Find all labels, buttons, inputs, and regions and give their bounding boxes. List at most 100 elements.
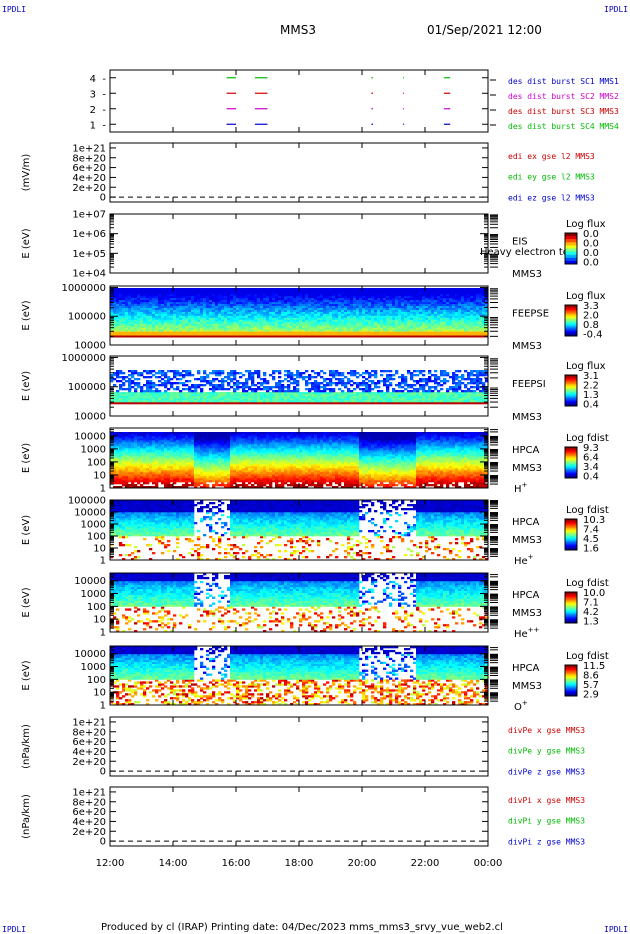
spectrogram-cell	[173, 327, 176, 329]
spectrogram-cell	[329, 394, 332, 396]
spectrogram-cell	[365, 390, 368, 392]
spectrogram-cell	[296, 310, 299, 312]
spectrogram-cell	[167, 304, 170, 306]
spectrogram-cell	[212, 306, 215, 308]
spectrogram-cell	[251, 402, 254, 404]
spectrogram-cell	[377, 304, 380, 306]
spectrogram-cell	[431, 294, 434, 296]
spectrogram-cell	[386, 306, 389, 308]
spectrogram-cell	[119, 306, 122, 308]
spectrogram-cell	[407, 372, 410, 374]
spectrogram-cell	[452, 318, 455, 320]
spectrogram-cell	[224, 312, 227, 314]
spectrogram-cell	[239, 327, 242, 329]
spectrogram-cell	[320, 382, 323, 384]
spectrogram-cell	[320, 306, 323, 308]
spectrogram-cell	[410, 402, 413, 404]
spectrogram-cell	[449, 392, 452, 394]
spectrogram-cell	[293, 335, 296, 337]
spectrogram-cell	[230, 312, 233, 314]
spectrogram-cell	[278, 372, 281, 374]
spectrogram-cell	[194, 394, 197, 396]
spectrogram-cell	[353, 394, 356, 396]
spectrogram-cell	[227, 388, 230, 390]
spectrogram-cell	[239, 386, 242, 388]
spectrogram-cell	[236, 329, 239, 331]
spectrogram-cell	[188, 327, 191, 329]
spectrogram-cell	[119, 298, 122, 300]
spectrogram-cell	[287, 312, 290, 314]
spectrogram-cell	[119, 321, 122, 323]
spectrogram-cell	[251, 380, 254, 382]
spectrogram-cell	[179, 402, 182, 404]
spectrogram-cell	[248, 321, 251, 323]
spectrogram-cell	[395, 318, 398, 320]
spectrogram-cell	[386, 318, 389, 320]
spectrogram-cell	[317, 386, 320, 388]
spectrogram-cell	[311, 329, 314, 331]
spectrogram-cell	[479, 380, 482, 382]
spectrogram-cell	[146, 306, 149, 308]
spectrogram-cell	[134, 316, 137, 318]
spectrogram-cell	[326, 294, 329, 296]
spectrogram-cell	[242, 382, 245, 384]
spectrogram-cell	[383, 392, 386, 394]
spectrogram-cell	[422, 370, 425, 372]
spectrogram-cell	[206, 400, 209, 402]
spectrogram-cell	[467, 304, 470, 306]
spectrogram-cell	[257, 321, 260, 323]
spectrogram-cell	[443, 323, 446, 325]
spectrogram-cell	[230, 374, 233, 376]
spectrogram-cell	[281, 306, 284, 308]
spectrogram-cell	[239, 392, 242, 394]
spectrogram-cell	[143, 310, 146, 312]
spectrogram-cell	[335, 396, 338, 398]
spectrogram-cell	[182, 294, 185, 296]
spectrogram-cell	[290, 372, 293, 374]
spectrogram-cell	[230, 398, 233, 400]
spectrogram-cell	[416, 394, 419, 396]
spectrogram-cell	[374, 402, 377, 404]
spectrogram-cell	[134, 312, 137, 314]
spectrogram-cell	[386, 316, 389, 318]
spectrogram-cell	[284, 374, 287, 376]
spectrogram-cell	[284, 310, 287, 312]
spectrogram-cell	[356, 400, 359, 402]
spectrogram-cell	[179, 292, 182, 294]
spectrogram-cell	[326, 329, 329, 331]
spectrogram-cell	[233, 316, 236, 318]
spectrogram-cell	[242, 390, 245, 392]
spectrogram-cell	[158, 310, 161, 312]
spectrogram-cell	[284, 335, 287, 337]
spectrogram-cell	[365, 294, 368, 296]
spectrogram-cell	[353, 372, 356, 374]
spectrogram-cell	[200, 294, 203, 296]
spectrogram-cell	[365, 327, 368, 329]
spectrogram-cell	[245, 333, 248, 335]
spectrogram-cell	[158, 376, 161, 378]
spectrogram-cell	[251, 384, 254, 386]
spectrogram-cell	[140, 298, 143, 300]
spectrogram-cell	[206, 398, 209, 400]
spectrogram-cell	[473, 304, 476, 306]
spectrogram-cell	[251, 304, 254, 306]
spectrogram-cell	[131, 292, 134, 294]
spectrogram-cell	[461, 333, 464, 335]
spectrogram-cell	[245, 323, 248, 325]
spectrogram-cell	[473, 394, 476, 396]
spectrogram-cell	[449, 306, 452, 308]
spectrogram-cell	[302, 310, 305, 312]
spectrogram-cell	[368, 288, 371, 290]
spectrogram-cell	[218, 394, 221, 396]
spectrogram-cell	[422, 388, 425, 390]
spectrogram-cell	[161, 298, 164, 300]
spectrogram-cell	[119, 400, 122, 402]
spectrogram-cell	[113, 333, 116, 335]
spectrogram-cell	[293, 292, 296, 294]
spectrogram-cell	[407, 323, 410, 325]
spectrogram-cell	[362, 394, 365, 396]
spectrogram-cell	[248, 376, 251, 378]
spectrogram-cell	[194, 384, 197, 386]
spectrogram-cell	[218, 396, 221, 398]
spectrogram-cell	[428, 370, 431, 372]
